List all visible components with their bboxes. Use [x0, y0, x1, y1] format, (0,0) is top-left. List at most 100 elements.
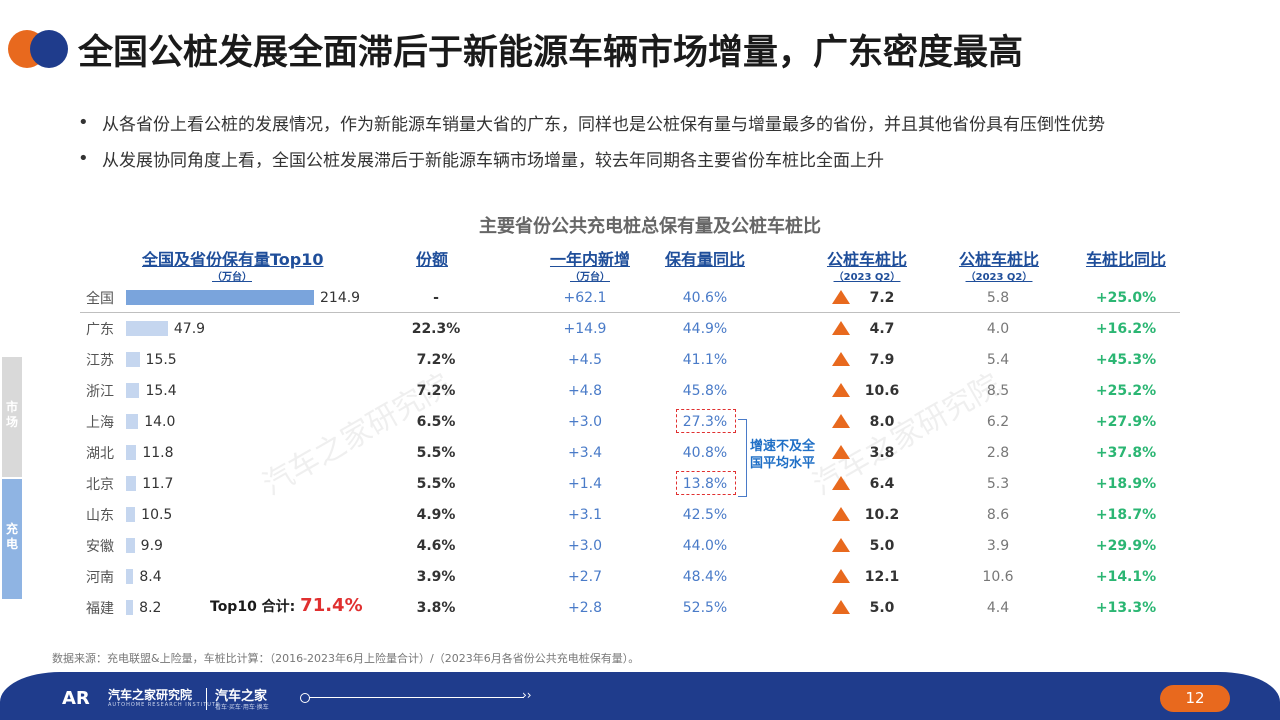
yoy-value: 13.8%: [682, 475, 728, 492]
new-value: +1.4: [568, 475, 602, 492]
ratio-yoy-value: +29.9%: [1095, 537, 1157, 554]
yoy-value: 40.6%: [682, 289, 728, 306]
new-value: +3.0: [568, 413, 602, 430]
new-value: +4.5: [568, 351, 602, 368]
ratio-yoy-value: +18.7%: [1095, 506, 1157, 523]
header-ratio-prev: 公桩车桩比 （2023 Q2）: [958, 250, 1039, 283]
title-logo-dots: [8, 28, 72, 68]
stock-value: 9.9: [140, 537, 163, 554]
top10-total-value: 71.4%: [300, 595, 363, 616]
stock-bar: [126, 414, 139, 429]
page-title: 全国公桩发展全面滞后于新能源车辆市场增量，广东密度最高: [78, 33, 1024, 73]
sidebar-charging-label: 充 电: [5, 522, 18, 551]
triangle-up-icon: [832, 352, 850, 366]
footer-brand-sub: 看车·买车·用车·换车: [215, 704, 269, 711]
footer-band: [0, 672, 1280, 720]
yoy-value: 44.0%: [682, 537, 728, 554]
bullet-item: • 从发展协同角度上看，全国公桩发展滞后于新能源车辆市场增量，较去年同期各主要省…: [78, 140, 1105, 176]
stock-value: 8.4: [139, 568, 162, 585]
stock-bar: [126, 476, 137, 491]
table-row: 福建 8.2 3.8% +2.8 52.5% 5.0 4.4 +13.3%: [80, 592, 1180, 623]
footer-arrow-icon: ››: [522, 688, 532, 702]
table-row: 北京 11.7 5.5% +1.4 13.8% 6.4 5.3 +18.9%: [80, 468, 1180, 499]
table-row: 河南 8.4 3.9% +2.7 48.4% 12.1 10.6 +14.1%: [80, 561, 1180, 592]
ratio-yoy-value: +25.2%: [1095, 382, 1157, 399]
highlight-box-beijing: [676, 471, 736, 495]
table-row: 浙江 15.4 7.2% +4.8 45.8% 10.6 8.5 +25.2%: [80, 375, 1180, 406]
ratio-value: 10.2: [864, 506, 900, 523]
stock-bar: [126, 507, 136, 522]
ratio-value: 8.0: [869, 413, 895, 430]
header-ratio: 公桩车桩比 （2023 Q2）: [826, 250, 907, 283]
blue-dot-icon: [30, 30, 68, 68]
top10-total-label: Top10 合计:: [210, 599, 301, 615]
stock-value: 47.9: [173, 320, 206, 337]
triangle-up-icon: [832, 600, 850, 614]
page-number: 12: [1160, 685, 1230, 712]
ratio-prev-value: 8.6: [986, 506, 1010, 523]
triangle-up-icon: [832, 383, 850, 397]
share-value: 3.9%: [416, 568, 456, 585]
ratio-prev-value: 3.9: [986, 537, 1010, 554]
header-ratio-yoy: 车桩比同比: [1085, 250, 1166, 269]
province-name: 北京: [86, 476, 114, 493]
footer-progress-line: [302, 697, 524, 698]
yoy-value: 27.3%: [682, 413, 728, 430]
header-share: 份额: [415, 250, 448, 269]
table-row: 江苏 15.5 7.2% +4.5 41.1% 7.9 5.4 +45.3%: [80, 344, 1180, 375]
footer-separator: [206, 688, 207, 710]
stock-bar: [126, 600, 134, 615]
top10-total: Top10 合计: 71.4%: [210, 595, 363, 616]
share-value: 3.8%: [416, 599, 456, 616]
share-value: 4.6%: [416, 537, 456, 554]
triangle-up-icon: [832, 445, 850, 459]
triangle-up-icon: [832, 321, 850, 335]
yoy-value: 44.9%: [682, 320, 728, 337]
ratio-value: 10.6: [864, 382, 900, 399]
province-name: 上海: [86, 414, 114, 431]
ratio-prev-value: 10.6: [982, 568, 1014, 585]
ratio-value: 12.1: [864, 568, 900, 585]
ratio-value: 7.9: [869, 351, 895, 368]
ratio-value: 7.2: [869, 289, 895, 306]
triangle-up-icon: [832, 507, 850, 521]
table-row: 广东 47.9 22.3% +14.9 44.9% 4.7 4.0 +16.2%: [80, 313, 1180, 344]
ratio-value: 5.0: [869, 599, 895, 616]
ratio-value: 3.8: [869, 444, 895, 461]
province-name: 山东: [86, 507, 114, 524]
bullet-item: • 从各省份上看公桩的发展情况，作为新能源车销量大省的广东，同样也是公桩保有量与…: [78, 104, 1105, 140]
stock-bar: [126, 383, 140, 398]
new-value: +3.1: [568, 506, 602, 523]
new-value: +3.4: [568, 444, 602, 461]
new-value: +2.8: [568, 599, 602, 616]
share-value: 5.5%: [416, 444, 456, 461]
yoy-value: 45.8%: [682, 382, 728, 399]
bullet-text: 从各省份上看公桩的发展情况，作为新能源车销量大省的广东，同样也是公桩保有量与增量…: [102, 114, 1105, 135]
ratio-yoy-value: +27.9%: [1095, 413, 1157, 430]
stock-value: 10.5: [141, 506, 173, 523]
share-value: 4.9%: [416, 506, 456, 523]
ratio-yoy-value: +13.3%: [1095, 599, 1157, 616]
table-divider: [80, 312, 1180, 313]
stock-value: 15.5: [145, 351, 177, 368]
ratio-yoy-value: +45.3%: [1095, 351, 1157, 368]
new-value: +14.9: [563, 320, 607, 337]
triangle-up-icon: [832, 414, 850, 428]
bullet-text: 从发展协同角度上看，全国公桩发展滞后于新能源车辆市场增量，较去年同期各主要省份车…: [102, 150, 884, 171]
province-name: 安徽: [86, 538, 114, 555]
stock-value: 11.8: [142, 444, 174, 461]
new-value: +3.0: [568, 537, 602, 554]
ratio-prev-value: 4.4: [986, 599, 1010, 616]
table-row: 安徽 9.9 4.6% +3.0 44.0% 5.0 3.9 +29.9%: [80, 530, 1180, 561]
ratio-prev-value: 5.8: [986, 289, 1010, 306]
province-name: 浙江: [86, 383, 114, 400]
source-note: 数据来源：充电联盟&上险量，车桩比计算：（2016-2023年6月上险量合计）/…: [52, 652, 640, 665]
sidebar-market: [2, 357, 22, 477]
ratio-prev-value: 5.3: [986, 475, 1010, 492]
triangle-up-icon: [832, 476, 850, 490]
province-name: 全国: [86, 290, 114, 307]
ratio-value: 4.7: [869, 320, 895, 337]
table-row: 湖北 11.8 5.5% +3.4 40.8% 3.8 2.8 +37.8%: [80, 437, 1180, 468]
header-top10: 全国及省份保有量Top10 （万台）: [142, 250, 324, 283]
ratio-prev-value: 8.5: [986, 382, 1010, 399]
